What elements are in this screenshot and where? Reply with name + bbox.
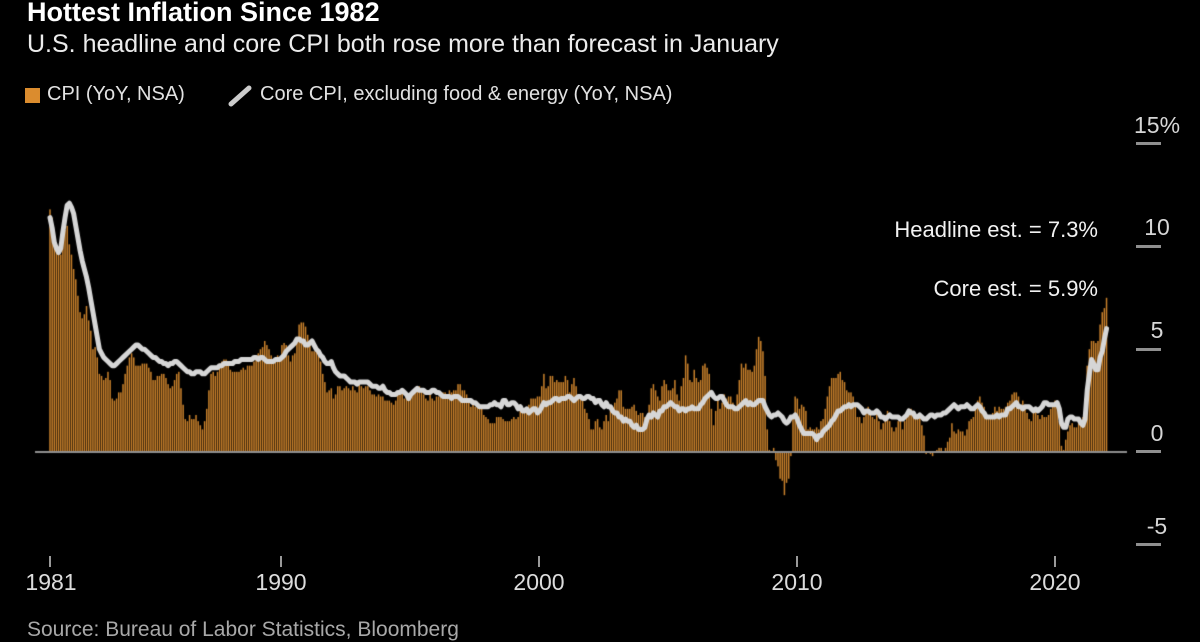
y-axis-tick-dash [1136, 245, 1161, 248]
headline-estimate-annotation: Headline est. = 7.3% [894, 217, 1098, 242]
y-axis-tick-dash [1136, 142, 1161, 145]
y-axis-label-10: 10 [1144, 214, 1170, 240]
source-note: Source: Bureau of Labor Statistics, Bloo… [27, 618, 459, 641]
y-axis-label-5: 5 [1150, 317, 1164, 343]
y-axis-tick-dash [1136, 543, 1161, 546]
x-axis-tick-mark [49, 556, 51, 567]
x-axis-tick-mark [280, 556, 282, 567]
x-axis-label-1990: 1990 [255, 569, 307, 595]
x-axis-label-2020: 2020 [1029, 569, 1081, 595]
page-title: Hottest Inflation Since 1982 [27, 0, 380, 27]
y-axis-label-0: 0 [1150, 420, 1164, 446]
y-axis-tick-dash [1136, 348, 1161, 351]
core-line-slash-icon [227, 84, 254, 114]
legend-cpi-label: CPI (YoY, NSA) [47, 83, 185, 105]
page-subtitle: U.S. headline and core CPI both rose mor… [27, 30, 779, 58]
legend-core-label: Core CPI, excluding food & energy (YoY, … [260, 83, 673, 105]
x-axis-tick-mark [538, 556, 540, 567]
x-axis-label-1981: 1981 [25, 569, 77, 595]
y-axis-tick-dash [1136, 450, 1161, 453]
x-axis-tick-mark [1054, 556, 1056, 567]
x-axis-label-2010: 2010 [771, 569, 823, 595]
core-estimate-annotation: Core est. = 5.9% [933, 276, 1098, 301]
cpi-bar-swatch-icon [25, 88, 40, 103]
x-axis-label-2000: 2000 [513, 569, 565, 595]
y-axis-label-15: 15% [1134, 112, 1181, 138]
y-axis-label-neg5: -5 [1146, 513, 1168, 539]
cpi-bar-line-chart [0, 0, 1200, 628]
x-axis-tick-mark [796, 556, 798, 567]
